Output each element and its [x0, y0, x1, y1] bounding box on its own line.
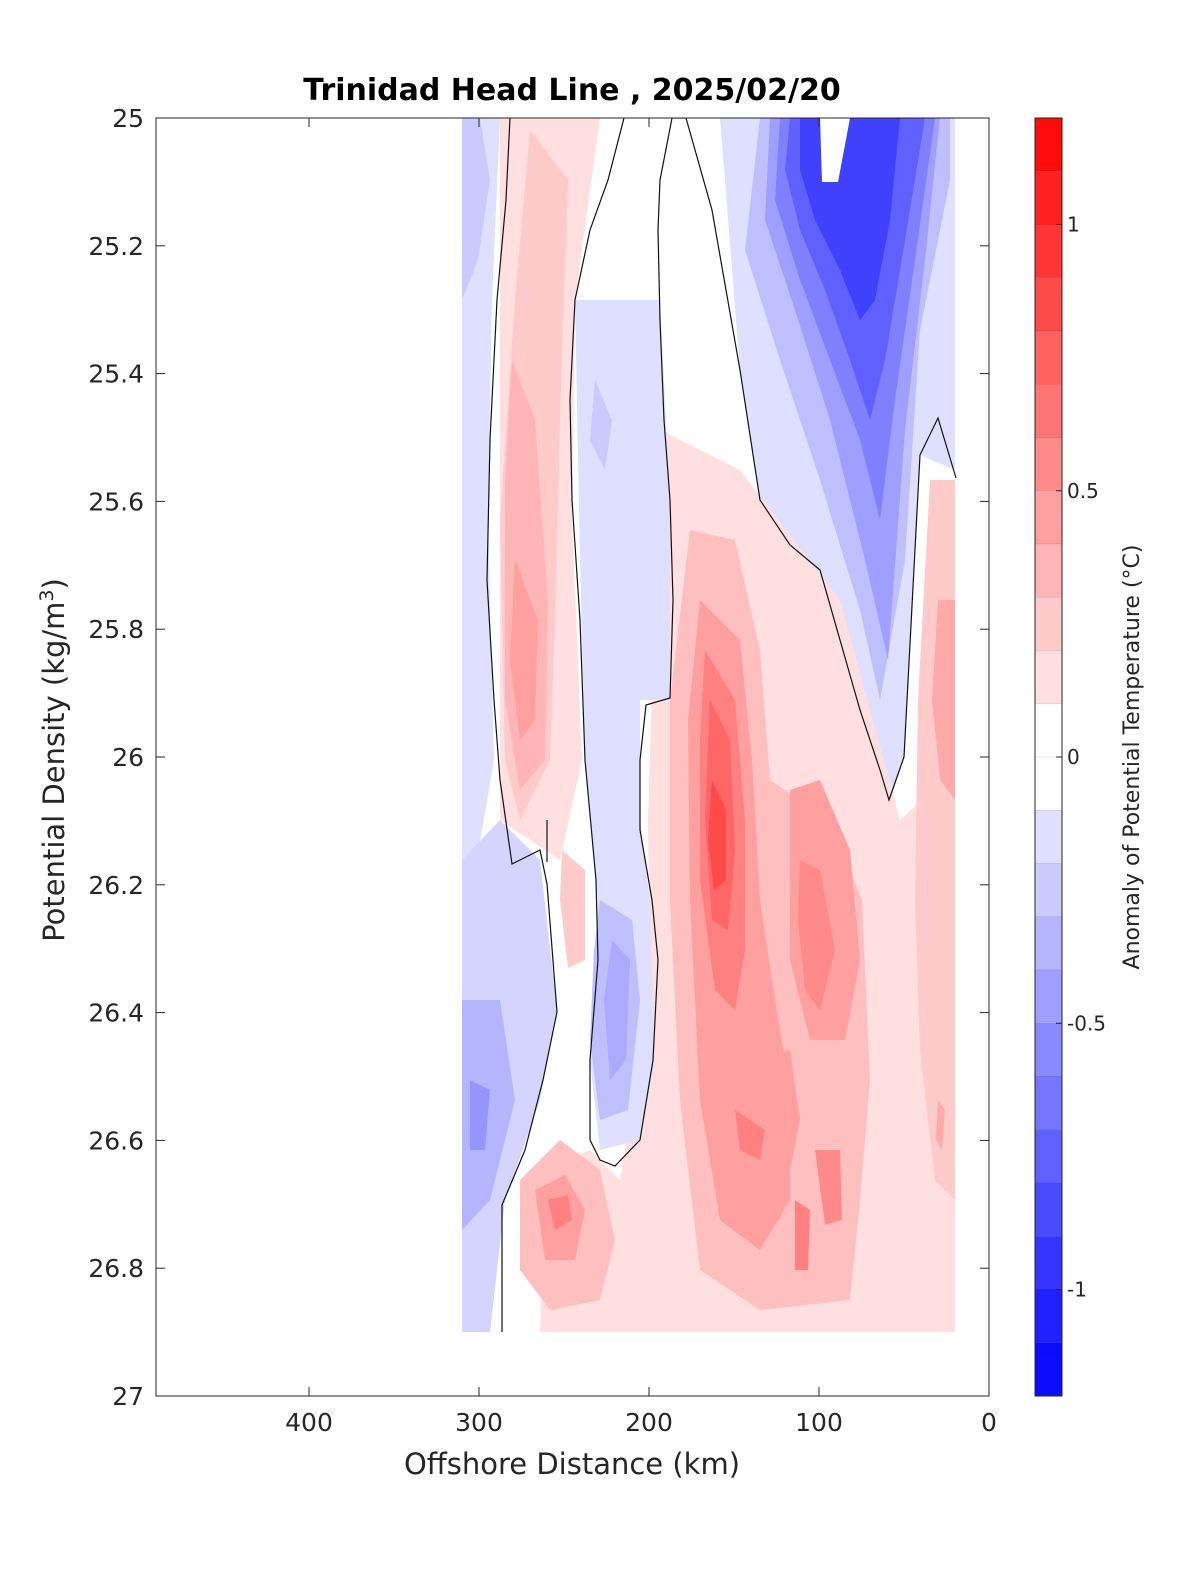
- y-axis-tick-labels: 25 25.2 25.4 25.6 25.8 26 26.2 26.4 26.6 26.8 27: [88, 104, 144, 1411]
- x-axis-ticks: [308, 118, 990, 1396]
- colorbar-level: [1034, 1182, 1063, 1237]
- x-tick-label: 0: [981, 1408, 997, 1437]
- colorbar-level: [1034, 969, 1063, 1024]
- y-tick-label: 26: [112, 743, 144, 772]
- y-tick-label: 25.2: [88, 232, 144, 261]
- y-tick-label: 27: [112, 1382, 144, 1411]
- anomaly-field: [462, 118, 955, 1332]
- anomaly-region-28: [795, 1200, 810, 1270]
- y-tick-label: 26.2: [88, 871, 144, 900]
- anomaly-region-38: [820, 118, 850, 182]
- colorbar-level: [1034, 437, 1063, 491]
- y-axis-label-superscript: 3: [36, 589, 58, 601]
- anomaly-region-7: [470, 1080, 490, 1150]
- x-tick-label: 100: [795, 1408, 843, 1437]
- colorbar-level: [1034, 916, 1063, 971]
- colorbar-level: [1034, 863, 1063, 917]
- anomaly-region-13: [604, 940, 630, 1080]
- colorbar-level: [1034, 490, 1063, 545]
- colorbar-level: [1034, 650, 1063, 704]
- anomaly-region-11: [590, 380, 612, 470]
- colorbar-tick-label: 0: [1067, 745, 1080, 769]
- colorbar-level: [1034, 543, 1063, 598]
- zero-contour-line: [486, 118, 558, 1332]
- colorbar-label: Anomaly of Potential Temperature (°C): [1120, 545, 1145, 970]
- y-tick-label: 25.4: [88, 360, 144, 389]
- colorbar-level: [1034, 1076, 1063, 1130]
- anomaly-region-0: [462, 118, 500, 1000]
- y-axis-label: Potential Density (kg/m3): [36, 578, 71, 942]
- colorbar-level: [1034, 1236, 1063, 1290]
- anomaly-region-27: [735, 1110, 765, 1160]
- anomaly-region-34: [932, 600, 955, 800]
- x-tick-label: 200: [625, 1408, 673, 1437]
- y-tick-label: 26.4: [88, 999, 144, 1028]
- anomaly-region-36: [560, 850, 585, 968]
- anomaly-region-29: [815, 1150, 842, 1225]
- colorbar-level: [1034, 224, 1063, 278]
- y-tick-label: 26.6: [88, 1126, 144, 1155]
- colorbar-tick-labels: 1 0.5 0 -0.5 -1: [1067, 213, 1106, 1302]
- colorbar-tick-label: 1: [1067, 213, 1080, 237]
- colorbar-tick-label: -0.5: [1067, 1011, 1106, 1035]
- chart-title: Trinidad Head Line , 2025/02/20: [303, 73, 840, 108]
- anomaly-region-6: [462, 1000, 515, 1230]
- anomaly-regions: [462, 118, 955, 1332]
- x-axis-label: Offshore Distance (km): [404, 1447, 740, 1481]
- colorbar-level: [1034, 330, 1063, 385]
- anomaly-region-23: [708, 780, 726, 890]
- colorbar-ticks: [1056, 224, 1062, 1290]
- colorbar-level: [1034, 1342, 1063, 1397]
- colorbar-tick-label: 0.5: [1067, 479, 1099, 503]
- anomaly-region-32: [548, 1195, 572, 1230]
- anomaly-region-26: [740, 1050, 800, 1220]
- colorbar-tick-label: -1: [1067, 1278, 1087, 1302]
- colorbar: [1034, 117, 1063, 1397]
- y-axis-ticks: [156, 117, 989, 1397]
- x-tick-label: 400: [285, 1408, 333, 1437]
- anomaly-region-37: [462, 118, 490, 300]
- x-axis-tick-labels: 400 300 200 100 0: [285, 1408, 997, 1437]
- colorbar-level: [1034, 756, 1063, 811]
- zero-contours: [486, 118, 957, 1332]
- anomaly-region-25: [798, 860, 835, 1010]
- colorbar-level: [1034, 1023, 1063, 1077]
- colorbar-level: [1034, 597, 1063, 651]
- colorbar-level: [1034, 117, 1063, 172]
- zero-contour-line: [569, 118, 957, 1167]
- y-axis-label-main: Potential Density (kg/m: [37, 602, 71, 942]
- anomaly-region-35: [936, 1100, 945, 1150]
- colorbar-level: [1034, 384, 1063, 438]
- x-tick-label: 300: [455, 1408, 503, 1437]
- y-tick-label: 25.6: [88, 487, 144, 516]
- y-tick-label: 26.8: [88, 1254, 144, 1283]
- y-axis-label-close: ): [37, 578, 71, 589]
- colorbar-level: [1034, 1129, 1063, 1184]
- colorbar-level: [1034, 703, 1063, 758]
- colorbar-level: [1034, 277, 1063, 332]
- colorbar-level: [1034, 171, 1063, 225]
- colorbar-level: [1034, 1289, 1063, 1343]
- anomaly-region-10: [510, 560, 538, 740]
- colorbar-level: [1034, 810, 1063, 864]
- y-tick-label: 25: [112, 104, 144, 133]
- y-tick-label: 25.8: [88, 615, 144, 644]
